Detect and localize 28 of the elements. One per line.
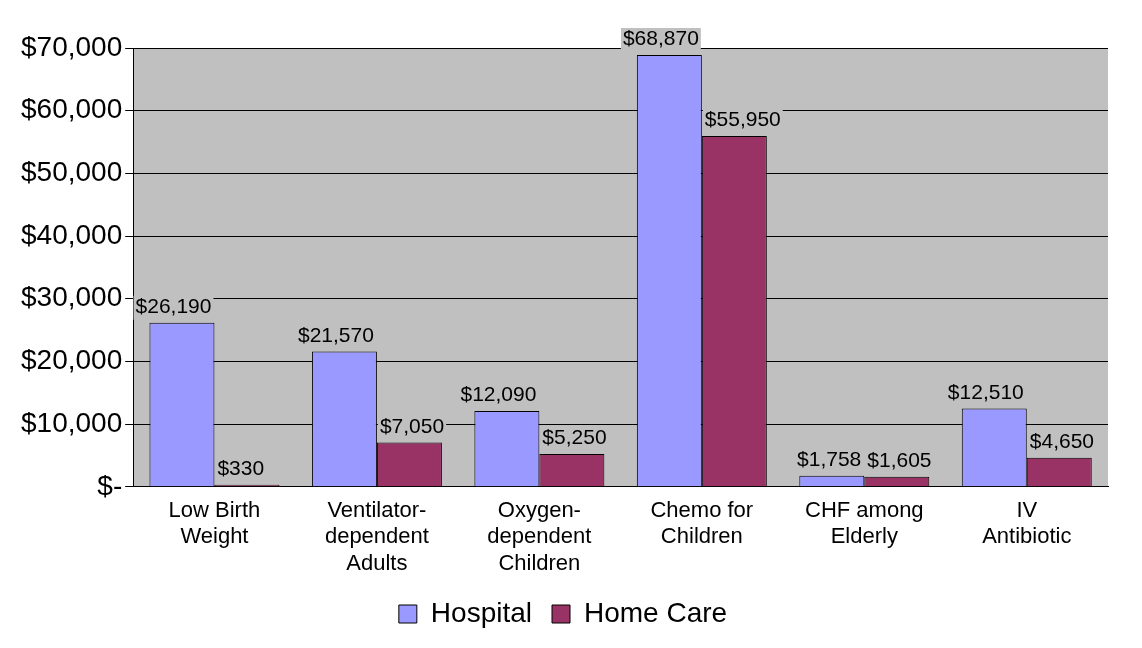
y-tick-label: $60,000	[20, 93, 123, 125]
y-tick-label: $30,000	[20, 281, 123, 313]
data-label: $7,050	[379, 413, 445, 437]
data-label: $55,950	[704, 107, 781, 131]
legend-label: Home Care	[584, 596, 728, 628]
data-label: $12,090	[460, 382, 537, 406]
y-tick-label: $10,000	[20, 406, 123, 438]
y-tick-label: $-	[97, 469, 123, 501]
y-tick-label: $40,000	[20, 218, 123, 250]
x-tick-label: Low Birth Weight	[168, 497, 261, 549]
data-label: $12,510	[947, 379, 1024, 403]
data-label: $21,570	[298, 322, 374, 346]
x-tick-label: Ventilator-dependent Adults	[324, 497, 429, 575]
data-label: $68,870	[622, 26, 699, 50]
y-tick-label: $70,000	[20, 30, 123, 62]
legend-label: Hospital	[430, 596, 533, 628]
y-tick-label: $20,000	[20, 344, 123, 376]
data-label: $1,605	[867, 448, 932, 472]
data-label: $1,758	[797, 447, 862, 471]
data-label: $5,250	[542, 425, 607, 449]
data-label: $26,190	[135, 293, 212, 317]
data-label: $330	[217, 456, 265, 480]
x-tick-label: IV Antibiotic	[982, 497, 1072, 549]
x-tick-label: Chemo for Children	[650, 497, 754, 549]
x-tick-label: CHF among Elderly	[805, 497, 924, 549]
x-tick-label: Oxygen-dependent Children	[487, 497, 592, 575]
data-label: $4,650	[1029, 428, 1094, 452]
y-tick-label: $50,000	[20, 156, 123, 188]
